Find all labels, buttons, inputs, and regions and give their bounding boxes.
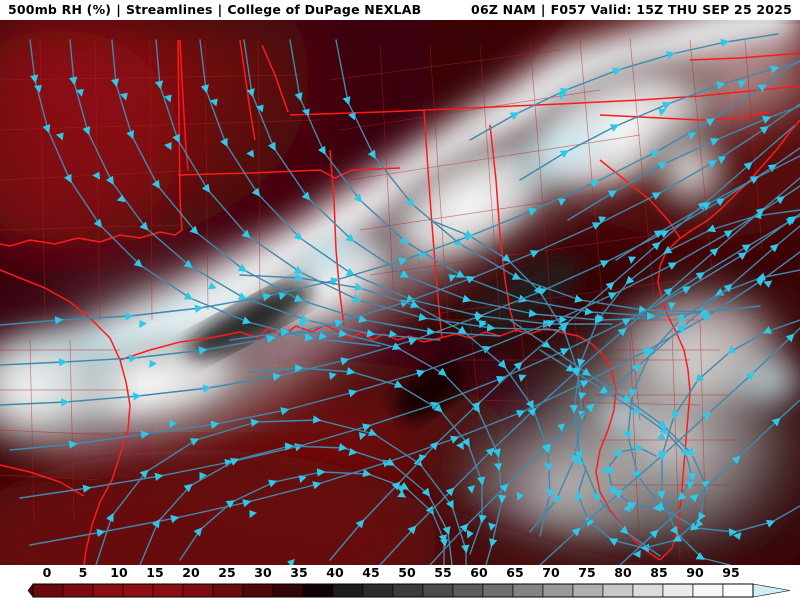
colorbar-swatch	[332, 583, 364, 598]
header-forecast-hour-label: F057	[550, 2, 587, 17]
colorbar-tick-0: 0	[42, 565, 52, 580]
header-product-label: 500mb RH (%)	[8, 2, 112, 17]
colorbar-tick-70: 70	[542, 565, 560, 580]
colorbar-tick-30: 30	[254, 565, 272, 580]
colorbar-tick-60: 60	[470, 565, 488, 580]
map-layers	[0, 20, 800, 565]
colorbar-swatch	[452, 583, 484, 598]
colorbar-tick-25: 25	[218, 565, 236, 580]
colorbar-swatch	[392, 583, 424, 598]
header-valid-time-label: Valid: 15Z THU SEP 25 2025	[590, 2, 792, 17]
streamline-arrowheads	[33, 80, 773, 565]
header-left-text: 500mb RH (%) | Streamlines | College of DuPa…	[8, 2, 421, 17]
colorbar-swatch	[182, 583, 214, 598]
colorbar-tick-65: 65	[506, 565, 524, 580]
colorbar-tick-95: 95	[722, 565, 740, 580]
colorbar-swatch	[212, 583, 244, 598]
colorbar-tick-20: 20	[182, 565, 200, 580]
colorbar-tick-15: 15	[146, 565, 164, 580]
colorbar-tick-80: 80	[614, 565, 632, 580]
colorbar-swatch	[512, 583, 544, 598]
colorbar-tick-35: 35	[290, 565, 308, 580]
colorbar-over-arrow	[752, 583, 791, 598]
colorbar-swatch-group	[32, 583, 754, 598]
colorbar-swatch	[62, 583, 94, 598]
colorbar-swatch	[272, 583, 304, 598]
colorbar-tick-labels: 0 5 10 15 20 25 30 35 40 45 50 55 60 65 70 75 80 85 90 95	[0, 565, 800, 581]
colorbar-tick-10: 10	[110, 565, 128, 580]
header-field-label: Streamlines	[125, 2, 213, 17]
streamlines-layer	[0, 33, 800, 565]
colorbar-swatch	[482, 583, 514, 598]
colorbar-tick-90: 90	[686, 565, 704, 580]
colorbar-swatch	[242, 583, 274, 598]
colorbar-region: 0 5 10 15 20 25 30 35 40 45 50 55 60 65 70 75 80 85 90 95	[0, 565, 800, 600]
colorbar-tick-45: 45	[362, 565, 380, 580]
colorbar-tick-5: 5	[78, 565, 88, 580]
colorbar-swatch	[572, 583, 604, 598]
header-model-run-label: 06Z NAM	[471, 2, 536, 17]
colorbar-swatch	[302, 583, 334, 598]
colorbar-tick-40: 40	[326, 565, 344, 580]
colorbar-svg	[27, 583, 791, 598]
colorbar-swatch	[542, 583, 574, 598]
map-svg	[0, 20, 800, 565]
colorbar-tick-85: 85	[650, 565, 668, 580]
colorbar-swatch	[422, 583, 454, 598]
colorbar-swatch	[152, 583, 184, 598]
colorbar-under-arrow	[27, 583, 34, 598]
colorbar-swatch	[692, 583, 724, 598]
header-source-label: College of DuPage NEXLAB	[227, 2, 422, 17]
colorbar-swatch	[722, 583, 754, 598]
colorbar-tick-75: 75	[578, 565, 596, 580]
colorbar-swatches[interactable]	[0, 583, 800, 598]
map-canvas[interactable]	[0, 20, 800, 565]
header-separator-1: |	[116, 2, 121, 17]
colorbar-swatch	[362, 583, 394, 598]
header-right-text: 06Z NAM | F057 Valid: 15Z THU SEP 25 2025	[471, 2, 792, 17]
colorbar-swatch	[122, 583, 154, 598]
header-separator-3: |	[540, 2, 546, 17]
header-separator-2: |	[217, 2, 223, 17]
colorbar-swatch	[632, 583, 664, 598]
colorbar-tick-50: 50	[398, 565, 416, 580]
colorbar-swatch	[32, 583, 64, 598]
colorbar-swatch	[602, 583, 634, 598]
colorbar-swatch	[662, 583, 694, 598]
colorbar-outline	[32, 583, 754, 598]
map-header-bar: 500mb RH (%) | Streamlines | College of DuPa…	[0, 0, 800, 20]
colorbar-swatch	[92, 583, 124, 598]
colorbar-tick-55: 55	[434, 565, 452, 580]
